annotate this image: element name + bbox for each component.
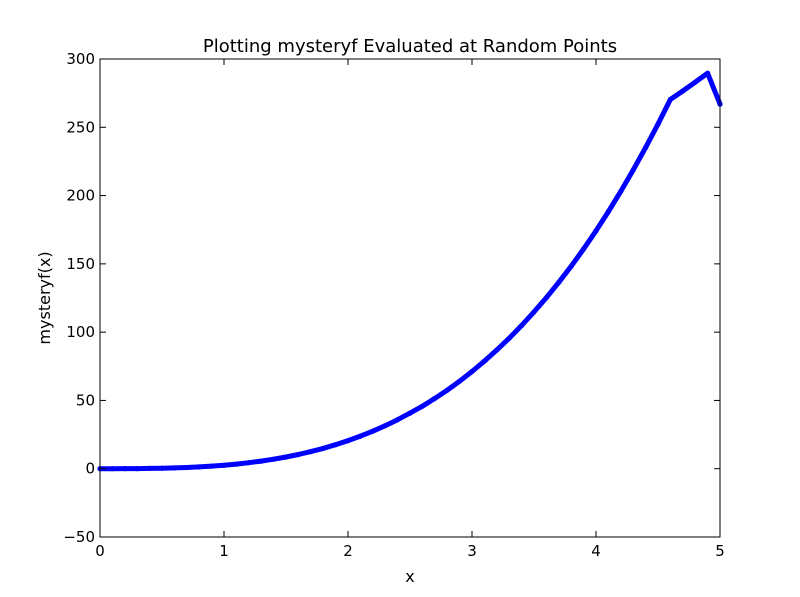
data-point xyxy=(655,121,661,127)
plot-frame xyxy=(99,58,721,538)
data-point xyxy=(543,295,550,301)
data-point xyxy=(283,454,289,460)
data-point xyxy=(295,451,301,458)
data-point xyxy=(382,423,388,429)
data-point xyxy=(419,403,425,409)
data-point xyxy=(221,462,227,468)
y-tick-label: −50 xyxy=(63,528,95,546)
x-tick-label: 3 xyxy=(467,542,477,560)
data-point xyxy=(333,442,339,448)
data-point xyxy=(457,378,463,384)
data-point xyxy=(171,465,177,471)
y-tick-label: 200 xyxy=(66,187,95,205)
data-point xyxy=(630,167,636,173)
data-point xyxy=(147,465,153,471)
chart-title: Plotting mysteryf Evaluated at Random Po… xyxy=(203,36,617,57)
data-point xyxy=(134,466,140,472)
y-tick-label: 300 xyxy=(66,50,95,68)
data-point xyxy=(271,456,277,462)
data-point xyxy=(395,417,401,423)
data-point xyxy=(556,279,562,285)
data-point xyxy=(692,79,698,85)
data-point xyxy=(581,246,587,252)
y-tick-label: 50 xyxy=(76,391,95,409)
x-axis-label: x xyxy=(405,567,414,586)
data-point xyxy=(494,347,500,353)
data-point xyxy=(209,463,215,469)
data-point xyxy=(122,466,128,472)
data-point xyxy=(109,466,115,472)
data-point xyxy=(469,368,475,375)
data-point xyxy=(667,96,674,102)
data-point xyxy=(246,460,252,466)
data-point xyxy=(308,449,314,455)
data-point xyxy=(159,465,165,471)
data-point xyxy=(643,145,649,151)
y-tick-label: 0 xyxy=(85,460,95,478)
x-tick-label: 4 xyxy=(591,542,601,560)
data-point xyxy=(605,209,612,215)
data-point xyxy=(184,464,190,471)
data-point xyxy=(320,445,326,451)
y-tick-label: 250 xyxy=(66,118,95,136)
data-point xyxy=(705,70,711,76)
data-point xyxy=(531,309,537,315)
data-point xyxy=(432,395,438,401)
data-point xyxy=(233,461,239,467)
data-point xyxy=(618,188,624,194)
data-point xyxy=(444,387,450,393)
data-point xyxy=(370,428,376,434)
data-point xyxy=(258,458,264,464)
x-tick-label: 5 xyxy=(715,542,725,560)
data-point xyxy=(519,322,525,329)
data-point xyxy=(196,464,202,470)
data-point xyxy=(568,263,574,269)
data-point xyxy=(407,410,413,416)
x-tick-label: 0 xyxy=(95,542,105,560)
data-point xyxy=(593,228,599,234)
data-point xyxy=(345,438,351,444)
data-point xyxy=(357,433,363,439)
x-tick-label: 1 xyxy=(219,542,229,560)
y-tick-label: 150 xyxy=(66,255,95,273)
series-layer xyxy=(97,70,723,472)
data-point xyxy=(506,335,512,341)
data-point xyxy=(680,88,686,94)
y-axis-label: mysteryf(x) xyxy=(35,251,54,344)
data-point xyxy=(481,358,487,364)
y-tick-label: 100 xyxy=(66,323,95,341)
x-tick-label: 2 xyxy=(343,542,353,560)
